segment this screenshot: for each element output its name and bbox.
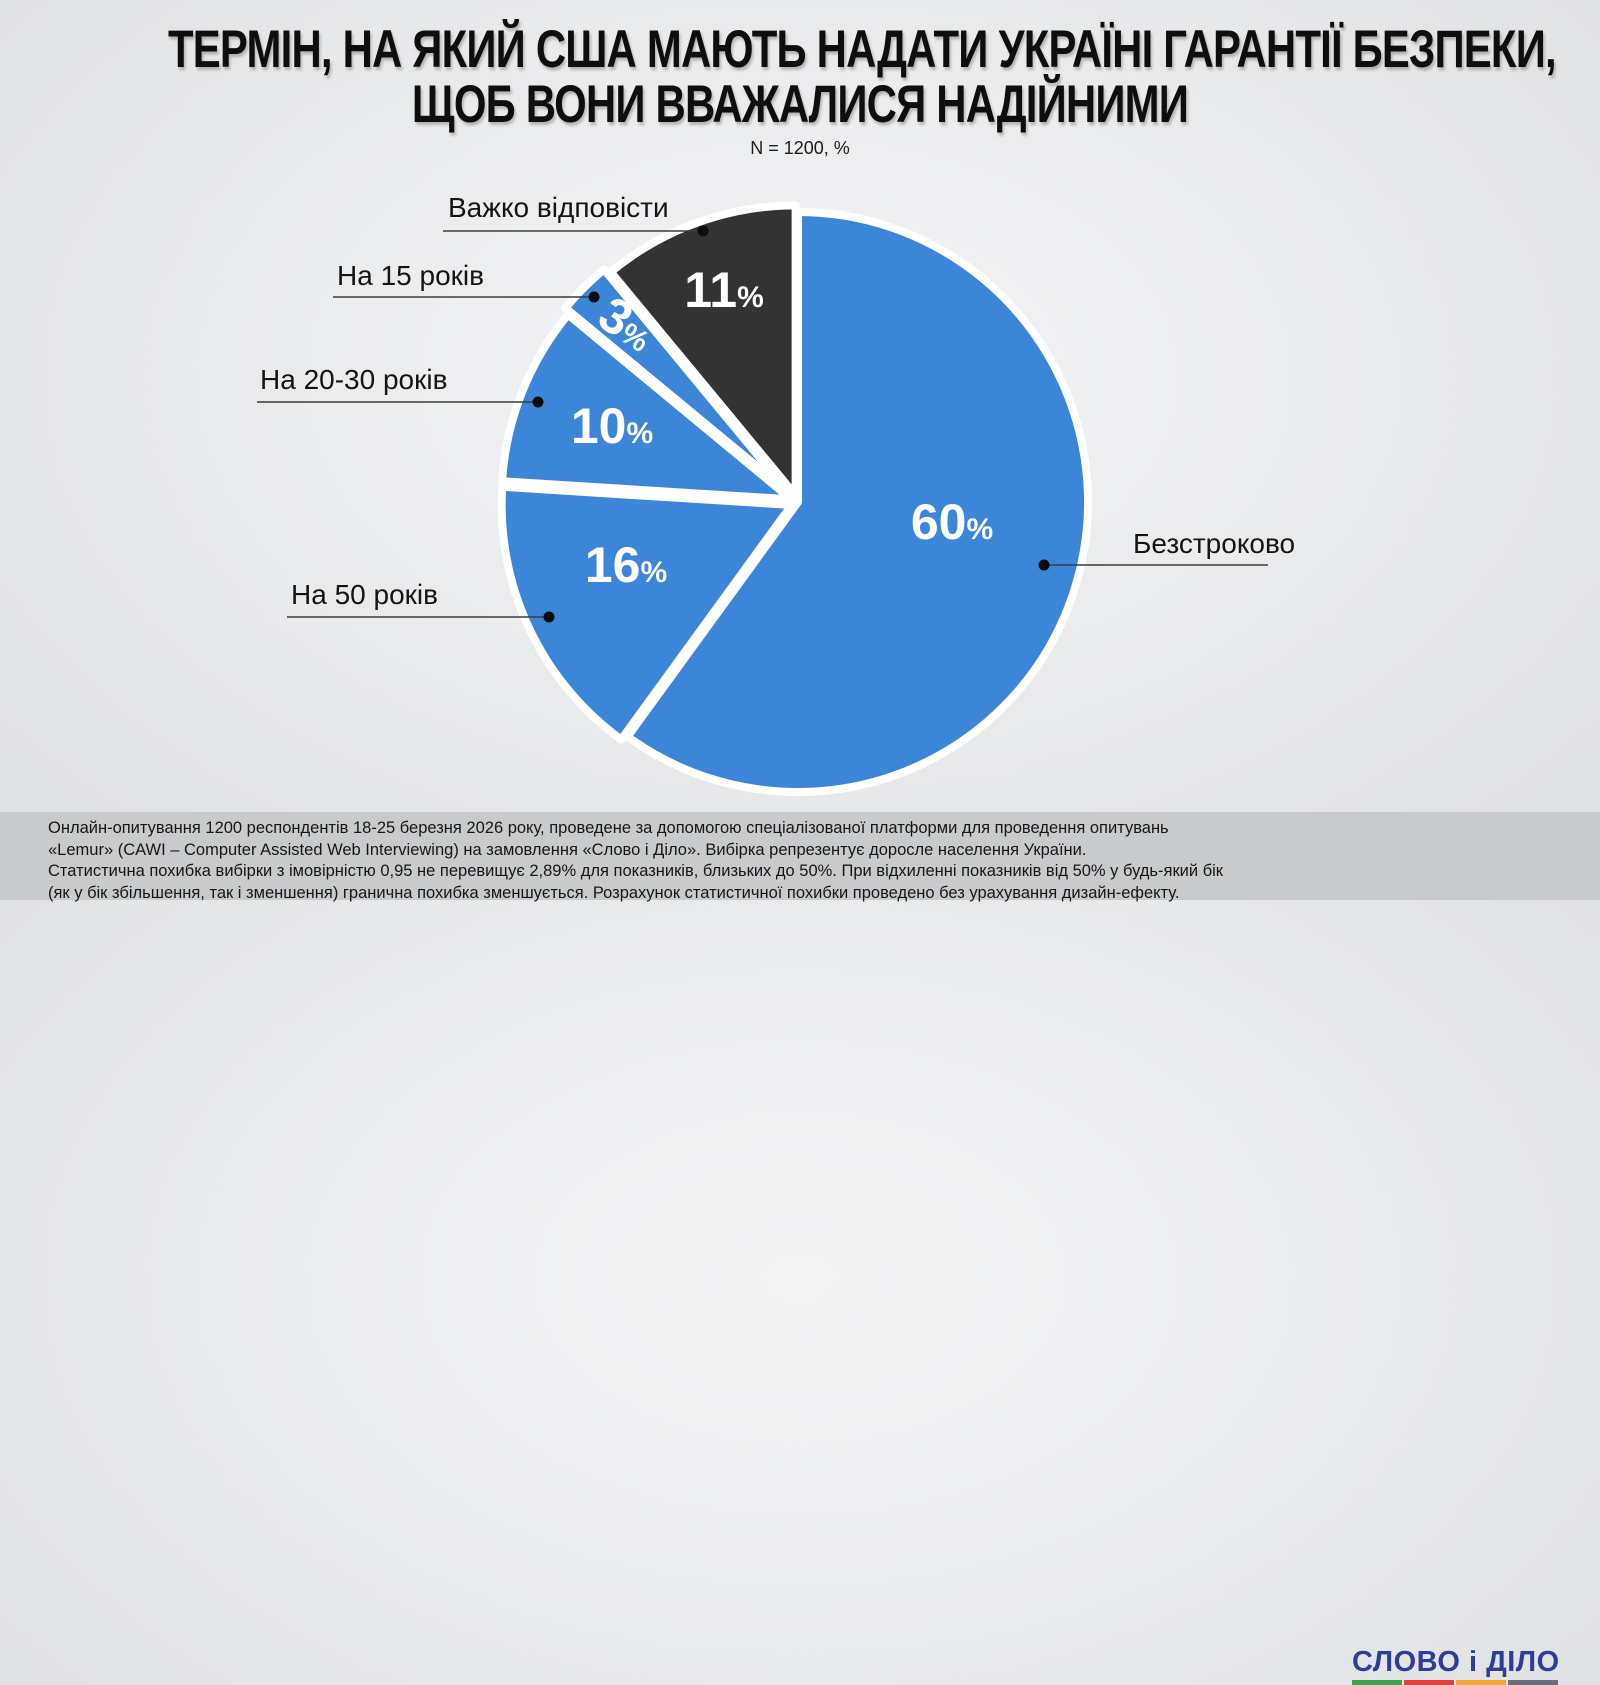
pie-slice [623, 208, 1092, 796]
callout-dot [588, 291, 600, 303]
pie-slice [561, 265, 793, 497]
percent-sign: % [966, 513, 994, 546]
logo-underline [1352, 1680, 1558, 1685]
methodology-line: Статистична похибка вибірки з імовірніст… [48, 862, 1224, 880]
percent-value: 10 [570, 398, 627, 454]
page-title: ТЕРМІН, НА ЯКИЙ США МАЮТЬ НАДАТИ УКРАЇНІ… [0, 22, 1600, 132]
percent-label-hard-to-answer: 11% [684, 261, 764, 319]
logo-underline-segment [1508, 1680, 1558, 1685]
sample-size-subtitle: N = 1200, % [750, 138, 850, 158]
callout-label-hard-to-answer: Важко відповісти [448, 192, 669, 223]
logo-underline-segment [1456, 1680, 1506, 1685]
slovo-i-dilo-logo: СЛОВО і ДІЛО [1352, 1646, 1560, 1685]
page-title-line-2: ЩОБ ВОНИ ВВАЖАЛИСЯ НАДІЙНИМИ [411, 75, 1189, 134]
callout-label-indefinite: Безстроково [1133, 528, 1296, 559]
callout-label-20-30-years: На 20-30 років [260, 364, 448, 395]
callout-label-15-years: На 15 років [337, 260, 484, 291]
percent-label-50-years: 16% [585, 536, 667, 594]
logo-underline-segment [1352, 1680, 1402, 1685]
pie-chart [257, 201, 1268, 796]
percent-label-20-30-years: 10% [571, 397, 653, 455]
methodology-line: (як у бік збільшення, так і зменшення) г… [48, 883, 1180, 902]
percent-sign: % [626, 417, 654, 450]
callout-label-50-years: На 50 років [291, 579, 438, 610]
footer-band: Онлайн-опитування 1200 респондентів 18-2… [0, 812, 1600, 1685]
methodology-note: Онлайн-опитування 1200 респондентів 18-2… [48, 818, 1223, 904]
percent-value: 16 [584, 537, 641, 593]
pie-slice [606, 201, 800, 500]
logo-underline-segment [1404, 1680, 1454, 1685]
percent-value: 11 [684, 262, 738, 318]
page-title-line-1: ТЕРМІН, НА ЯКИЙ США МАЮТЬ НАДАТИ УКРАЇНІ… [168, 20, 1557, 79]
percent-sign: % [640, 556, 668, 589]
percent-sign: % [737, 281, 764, 314]
callout-dot [1038, 559, 1050, 571]
logo-wordmark: СЛОВО і ДІЛО [1352, 1646, 1560, 1678]
callout-dot [697, 225, 709, 237]
percent-label-indefinite: 60% [911, 493, 993, 551]
callout-dot [543, 611, 555, 623]
pie-slice [497, 482, 796, 744]
methodology-line: Онлайн-опитування 1200 респондентів 18-2… [48, 819, 1169, 837]
callout-dot [532, 396, 544, 408]
methodology-line: «Lemur» (CAWI – Computer Assisted Web In… [48, 840, 1087, 859]
percent-value: 60 [910, 494, 967, 550]
pie-slice [498, 310, 796, 504]
